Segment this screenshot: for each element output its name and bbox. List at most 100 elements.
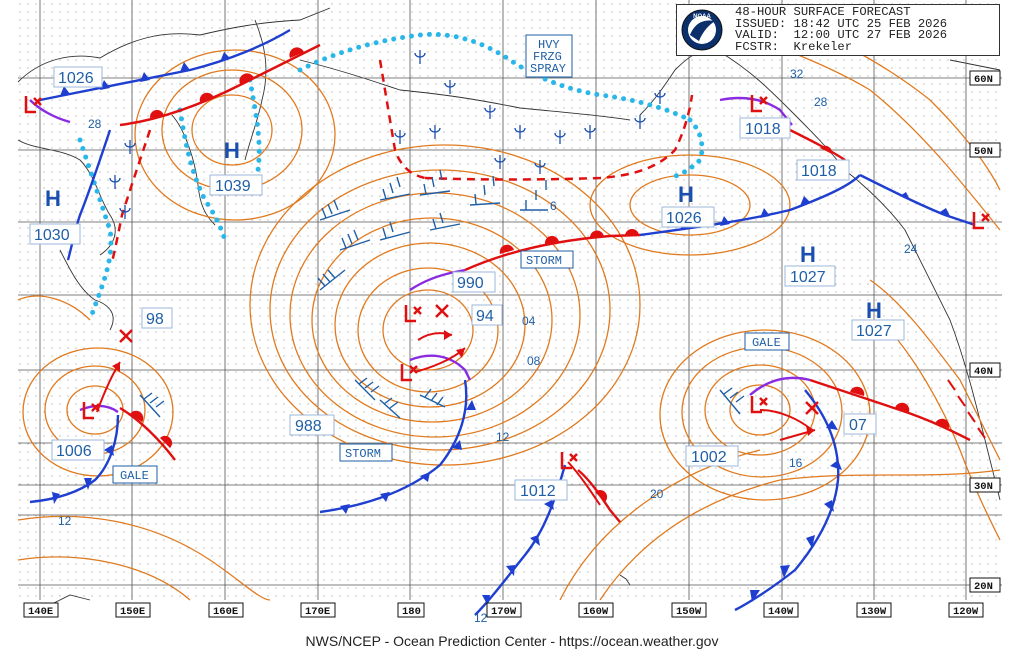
latitude-axis: 60N 50N 40N 30N 20N bbox=[969, 70, 1001, 593]
lon-box bbox=[486, 602, 522, 618]
pressure-box bbox=[141, 307, 173, 329]
pressure-box bbox=[843, 413, 877, 435]
isobar-label: 28 bbox=[814, 95, 828, 109]
wind-barbs bbox=[139, 169, 745, 419]
lon-label: 170E bbox=[305, 606, 330, 618]
lat-label: 30N bbox=[974, 481, 993, 493]
lon-box bbox=[856, 602, 892, 618]
isobars bbox=[17, 9, 1001, 601]
isobar-label: 12 bbox=[496, 430, 510, 444]
track-arrowheads bbox=[112, 330, 815, 436]
pressure-label: 1026 bbox=[666, 210, 702, 227]
lon-label: 170W bbox=[491, 606, 517, 618]
pressure-label: 988 bbox=[295, 418, 322, 435]
lon-label: 160E bbox=[213, 606, 238, 618]
isobar-label: 12 bbox=[474, 611, 488, 625]
pressure-label: 94 bbox=[476, 308, 494, 325]
svg-text:H: H bbox=[678, 182, 694, 207]
warning-box bbox=[339, 443, 393, 462]
warning-box bbox=[112, 465, 158, 484]
lat-label: 60N bbox=[974, 74, 993, 86]
warning-text: STORM bbox=[345, 447, 381, 461]
warning-box bbox=[744, 332, 790, 351]
lat-label: 20N bbox=[974, 581, 993, 593]
isobar-label: 28 bbox=[88, 117, 102, 131]
lat-box bbox=[969, 577, 1001, 593]
lat-label: 40N bbox=[974, 366, 993, 378]
svg-text:H: H bbox=[866, 298, 882, 323]
pressure-box bbox=[51, 439, 105, 461]
header-line: 48-HOUR SURFACE FORECAST bbox=[735, 5, 911, 19]
warm-front-bumps bbox=[130, 47, 950, 502]
pressure-label: 1006 bbox=[56, 443, 92, 460]
low-markers bbox=[24, 95, 990, 470]
isobar-label: 20 bbox=[650, 487, 664, 501]
pressure-label: 1018 bbox=[801, 163, 837, 180]
pressure-label: 1027 bbox=[790, 269, 826, 286]
svg-text:H: H bbox=[224, 138, 240, 163]
pressure-label: 1039 bbox=[215, 178, 251, 195]
lon-label: 180 bbox=[402, 606, 421, 618]
pressure-box bbox=[796, 159, 850, 181]
lat-box bbox=[969, 477, 1001, 493]
lat-box bbox=[969, 70, 1001, 86]
lon-box bbox=[578, 602, 614, 618]
lon-box bbox=[671, 602, 707, 618]
cold-front-barbs bbox=[52, 52, 950, 606]
warning-text: STORM bbox=[526, 254, 562, 268]
svg-text:NOAA: NOAA bbox=[693, 14, 711, 20]
lon-label: 130W bbox=[861, 606, 887, 618]
weather-chart: H H H H H 1026 1039 1030 1026 1027 1027 … bbox=[17, 0, 1002, 625]
isobar-label: 16 bbox=[789, 456, 803, 470]
lat-box bbox=[969, 362, 1001, 378]
warning-text: HVY bbox=[538, 38, 560, 52]
lon-label: 120W bbox=[953, 606, 979, 618]
pressure-box bbox=[289, 414, 335, 436]
isobar-label: 24 bbox=[904, 242, 918, 256]
pressure-box bbox=[471, 304, 503, 326]
freezing-spray-area bbox=[110, 59, 694, 263]
isobar-label: 04 bbox=[522, 314, 536, 328]
lon-label: 140W bbox=[768, 606, 794, 618]
warning-labels: HVY FRZG SPRAY STORM STORM GALE GALE bbox=[112, 34, 790, 484]
lon-label: 160W bbox=[583, 606, 609, 618]
pressure-label: 990 bbox=[457, 275, 484, 292]
high-centers: H H H H H bbox=[45, 138, 882, 323]
pressure-label: 1018 bbox=[745, 121, 781, 138]
pressure-label: 07 bbox=[849, 417, 867, 434]
pressure-box bbox=[209, 174, 263, 196]
isobar-label: 08 bbox=[527, 354, 541, 368]
pressure-label: 1030 bbox=[34, 227, 70, 244]
lon-label: 140E bbox=[28, 606, 53, 618]
pressure-box bbox=[452, 271, 496, 293]
storm-tracks bbox=[96, 332, 986, 506]
future-lows bbox=[119, 304, 819, 415]
isobar-labels: 28 04 08 12 12 12 16 20 24 28 32 6 bbox=[58, 67, 918, 625]
pressure-box bbox=[784, 265, 836, 287]
lat-box bbox=[969, 142, 1001, 158]
lon-box bbox=[763, 602, 799, 618]
warning-text: GALE bbox=[120, 469, 149, 483]
warning-text: GALE bbox=[752, 336, 781, 350]
header-line: FCSTR: Krekeler bbox=[735, 39, 853, 54]
warning-text: FRZG bbox=[533, 50, 562, 64]
footer-credit: NWS/NCEP - Ocean Prediction Center - htt… bbox=[305, 633, 719, 649]
pressure-label: 1026 bbox=[58, 70, 94, 87]
svg-text:H: H bbox=[800, 242, 816, 267]
freezing-spray-symbols bbox=[109, 50, 666, 219]
lat-label: 50N bbox=[974, 146, 993, 158]
longitude-axis: 140E 150E 160E 170E 180 170W 160W 150W 1… bbox=[23, 602, 984, 618]
isobar-label: 32 bbox=[790, 67, 804, 81]
lon-box bbox=[23, 602, 59, 618]
lon-label: 150E bbox=[120, 606, 145, 618]
pressure-box bbox=[851, 319, 905, 341]
pressure-label: 1027 bbox=[856, 323, 892, 340]
noaa-logo: NOAA bbox=[681, 9, 723, 51]
pressure-box bbox=[29, 223, 81, 245]
header-line: ISSUED: 18:42 UTC 25 FEB 2026 bbox=[735, 16, 948, 31]
header-text: 48-HOUR SURFACE FORECAST ISSUED: 18:42 UT… bbox=[735, 5, 948, 54]
pressure-label: 1002 bbox=[691, 449, 727, 466]
svg-text:H: H bbox=[45, 186, 61, 211]
warning-box bbox=[525, 34, 573, 78]
lon-label: 150W bbox=[676, 606, 702, 618]
